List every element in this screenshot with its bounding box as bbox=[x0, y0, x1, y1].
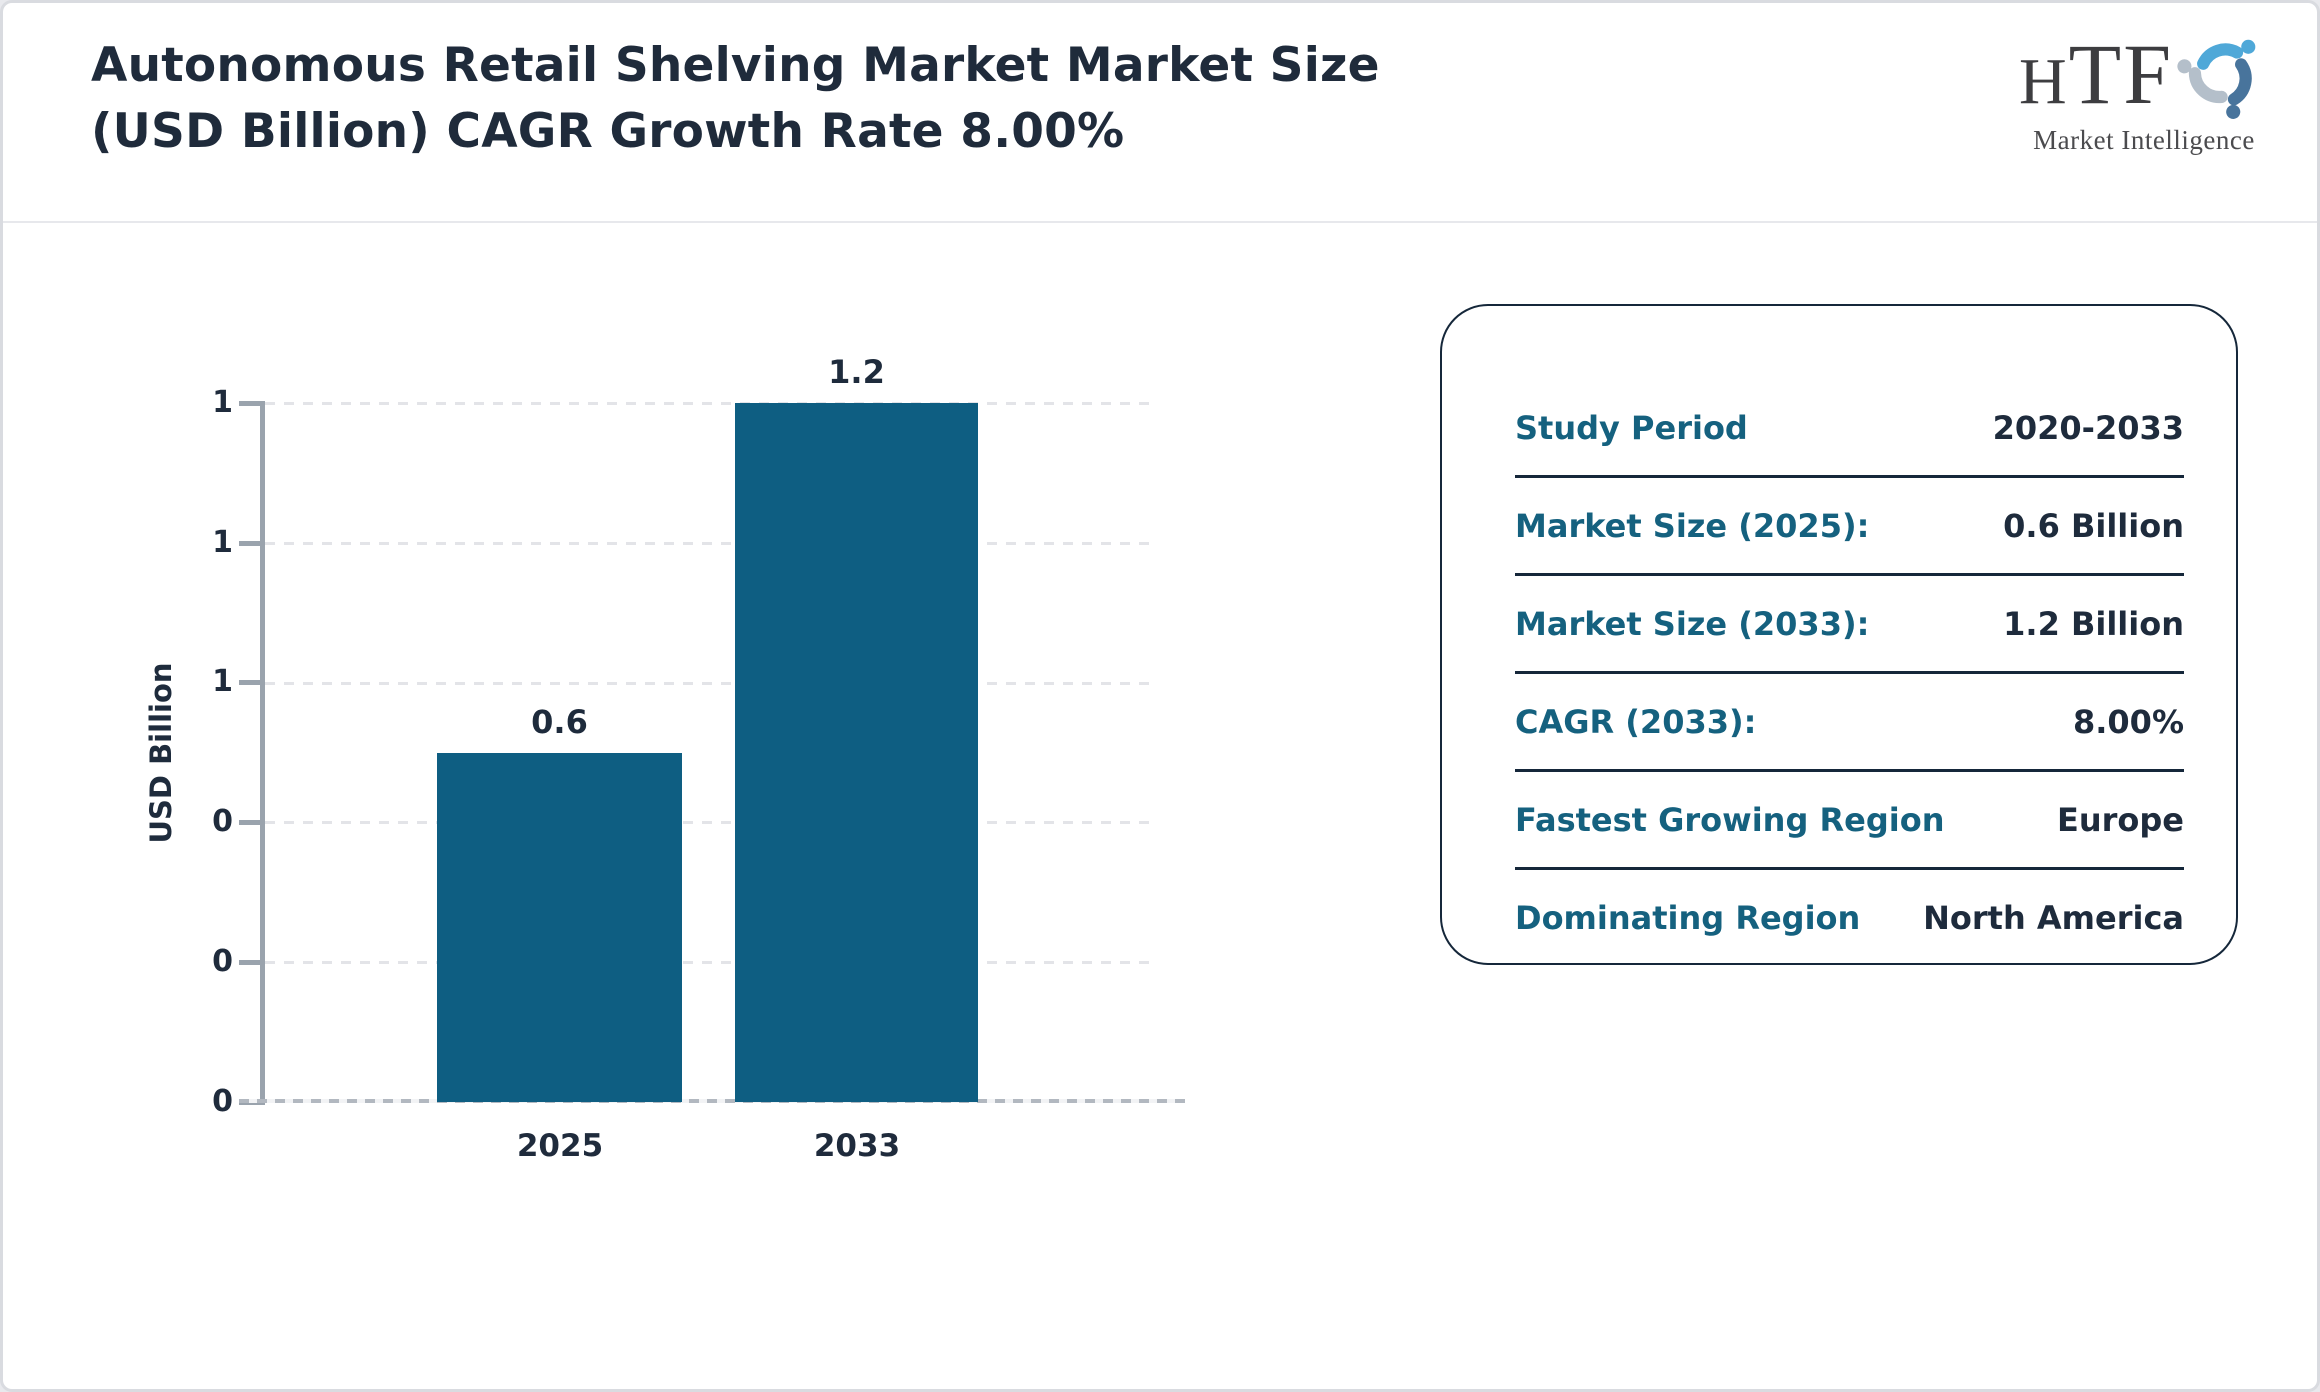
y-tick-label: 0 bbox=[212, 804, 233, 839]
htf-logo: HTF bbox=[2019, 31, 2269, 156]
panel-row-label: Study Period bbox=[1515, 408, 1748, 447]
gridline bbox=[265, 542, 1155, 545]
y-tick-mark bbox=[239, 820, 260, 825]
y-tick-mark bbox=[239, 960, 260, 965]
bar-value-label-2033: 1.2 bbox=[828, 353, 885, 391]
htf-logo-letters-tf: TF bbox=[2068, 26, 2174, 122]
title-line-2: (USD Billion) CAGR Growth Rate 8.00% bbox=[91, 104, 1125, 159]
y-tick-mark bbox=[239, 680, 260, 685]
panel-row-label: Dominating Region bbox=[1515, 898, 1861, 937]
y-tick-label: 1 bbox=[212, 525, 233, 560]
y-tick-label: 1 bbox=[212, 385, 233, 420]
bar-value-label-2025: 0.6 bbox=[531, 702, 588, 741]
panel-row-value: North America bbox=[1923, 898, 2184, 937]
bar-slot-2033: 1.2 bbox=[735, 353, 978, 1102]
panel-row-dominating-region: Dominating Region North America bbox=[1515, 870, 2184, 965]
bar-slot-2025: 0.6 bbox=[437, 403, 682, 1102]
bar-2025 bbox=[437, 752, 682, 1102]
y-tick-label: 0 bbox=[212, 944, 233, 979]
gridline bbox=[265, 402, 1155, 405]
panel-row-label: CAGR (2033): bbox=[1515, 702, 1757, 741]
y-tick-mark bbox=[239, 541, 260, 546]
title-line-1: Autonomous Retail Shelving Market Market… bbox=[91, 38, 1380, 93]
y-tick-label: 0 bbox=[212, 1084, 233, 1119]
bar-2033 bbox=[735, 403, 978, 1102]
htf-logo-subtext: Market Intelligence bbox=[2033, 125, 2255, 155]
panel-row-cagr: CAGR (2033): 8.00% bbox=[1515, 674, 2184, 772]
htf-logo-top: HTF bbox=[2019, 31, 2269, 125]
y-tick-label: 1 bbox=[212, 664, 233, 699]
info-panel: Study Period 2020-2033 Market Size (2025… bbox=[1440, 304, 2238, 965]
panel-row-fastest-growing-region: Fastest Growing Region Europe bbox=[1515, 772, 2184, 870]
panel-row-value: 0.6 Billion bbox=[2003, 506, 2184, 545]
gridline bbox=[265, 821, 1155, 824]
y-tick-mark bbox=[239, 401, 260, 406]
gridline bbox=[265, 682, 1155, 685]
panel-row-value: 2020-2033 bbox=[1992, 408, 2184, 447]
panel-row-value: 8.00% bbox=[2072, 702, 2184, 741]
gridline bbox=[265, 961, 1155, 964]
x-axis-baseline bbox=[239, 1099, 1185, 1103]
page-title: Autonomous Retail Shelving Market Market… bbox=[91, 33, 1380, 165]
panel-row-study-period: Study Period 2020-2033 bbox=[1515, 380, 2184, 478]
header: Autonomous Retail Shelving Market Market… bbox=[3, 3, 2317, 223]
main-area: USD Billion 1 1 1 0 0 0 0.6 1.2 bbox=[3, 223, 2317, 1389]
htf-logo-letter-h: H bbox=[2019, 45, 2069, 118]
panel-row-label: Market Size (2025): bbox=[1515, 506, 1870, 545]
panel-row-value: Europe bbox=[2056, 800, 2184, 839]
plot-area: 0.6 1.2 bbox=[239, 353, 1185, 1103]
panel-row-label: Market Size (2033): bbox=[1515, 604, 1870, 643]
panel-row-value: 1.2 Billion bbox=[2003, 604, 2184, 643]
panel-row-market-size-2033: Market Size (2033): 1.2 Billion bbox=[1515, 576, 2184, 674]
panel-row-label: Fastest Growing Region bbox=[1515, 800, 1945, 839]
panel-row-market-size-2025: Market Size (2025): 0.6 Billion bbox=[1515, 478, 2184, 576]
x-tick-label-2025: 2025 bbox=[516, 1128, 604, 1164]
x-tick-label-2033: 2033 bbox=[813, 1128, 901, 1164]
htf-logo-mark bbox=[2177, 39, 2256, 119]
htf-logo-text: HTF bbox=[2019, 31, 2173, 125]
y-axis-line bbox=[260, 401, 265, 1105]
